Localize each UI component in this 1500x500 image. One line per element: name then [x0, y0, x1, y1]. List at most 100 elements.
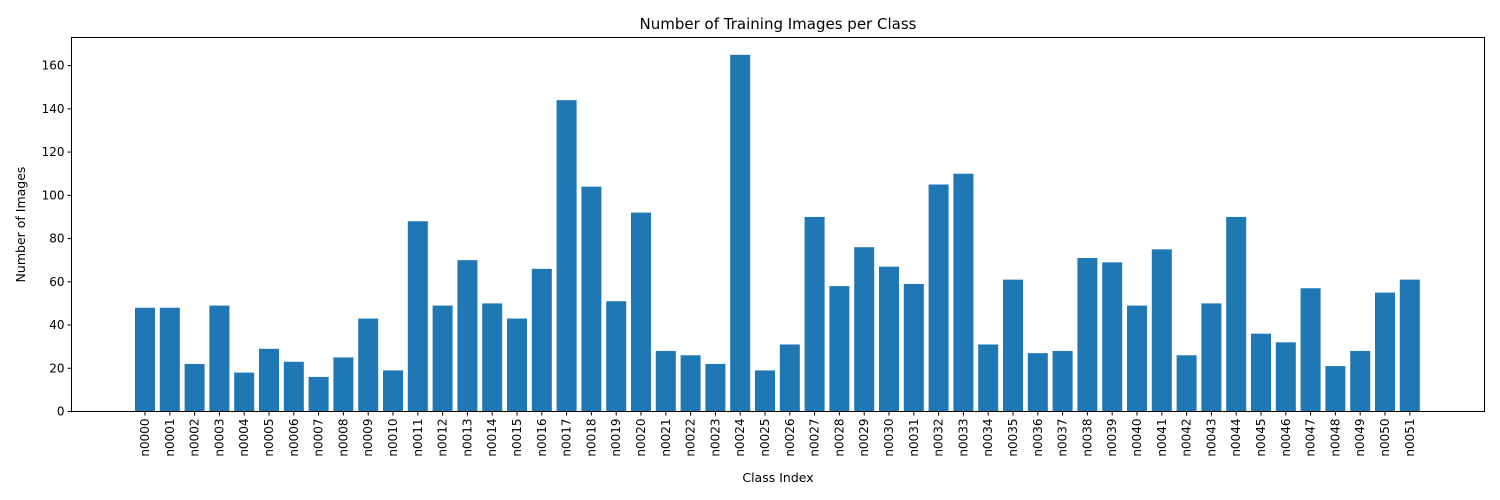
bar-n0045: [1251, 333, 1271, 412]
x-tick-label: n0019: [609, 419, 623, 457]
x-tick-label: n0040: [1130, 419, 1144, 457]
x-tick-label: n0013: [460, 419, 474, 457]
bar-n0031: [903, 283, 924, 412]
bar-n0040: [1127, 305, 1147, 412]
y-axis: 0 20 40 60 80 100 120 140 160: [42, 59, 72, 419]
x-tick-label: n0032: [932, 419, 946, 457]
bar-n0016: [531, 268, 552, 412]
y-tick-label: 40: [49, 318, 64, 332]
bar-n0026: [779, 344, 800, 412]
y-axis-label: Number of Images: [13, 167, 28, 283]
x-tick-label: n0018: [584, 419, 598, 457]
x-tick-label: n0008: [336, 419, 350, 457]
x-tick-label: n0009: [361, 419, 375, 457]
bar-n0009: [358, 318, 379, 412]
bar-n0007: [308, 376, 329, 412]
x-tick-label: n0010: [386, 419, 400, 457]
bar-n0035: [1003, 279, 1023, 412]
bar-n0030: [879, 266, 899, 412]
y-tick-label: 80: [49, 232, 64, 246]
x-tick-label: n0004: [237, 419, 251, 457]
x-axis: n0000 n0001 n0002 n0003 n0004 n0005 n0006 n0007…: [138, 411, 1417, 457]
chart-title: Number of Training Images per Class: [640, 15, 917, 33]
bar-n0000: [135, 307, 155, 412]
x-tick-label: n0049: [1353, 419, 1367, 457]
x-tick-label: n0041: [1155, 419, 1169, 457]
bar-n0033: [953, 173, 974, 412]
x-tick-label: n0026: [783, 419, 797, 457]
x-tick-label: n0028: [832, 419, 846, 457]
x-tick-label: n0027: [808, 419, 822, 457]
bar-n0010: [383, 370, 403, 412]
x-tick-label: n0050: [1378, 419, 1392, 457]
y-tick-label: 140: [42, 102, 65, 116]
y-tick-label: 160: [42, 59, 65, 73]
x-tick-label: n0034: [981, 418, 995, 456]
bar-n0021: [655, 350, 676, 412]
x-tick-label: n0036: [1031, 419, 1045, 457]
bar-n0020: [631, 212, 651, 412]
x-tick-label: n0047: [1304, 419, 1318, 457]
bar-n0024: [730, 54, 751, 412]
x-tick-label: n0035: [1006, 419, 1020, 457]
x-tick-label: n0002: [188, 419, 202, 457]
bar-n0011: [407, 221, 428, 412]
x-tick-label: n0038: [1080, 419, 1094, 457]
x-tick-label: n0025: [758, 419, 772, 457]
bar-n0048: [1325, 366, 1346, 412]
bar-n0002: [184, 363, 205, 412]
bar-n0041: [1151, 249, 1172, 412]
x-tick-label: n0011: [411, 419, 425, 457]
x-tick-label: n0045: [1254, 419, 1268, 457]
x-tick-label: n0029: [857, 419, 871, 457]
x-tick-label: n0046: [1279, 419, 1293, 457]
bar-n0003: [209, 305, 230, 412]
x-tick-label: n0020: [634, 419, 648, 457]
x-tick-label: n0022: [684, 419, 698, 457]
x-tick-label: n0033: [956, 419, 970, 457]
x-tick-label: n0043: [1204, 419, 1218, 457]
x-tick-label: n0030: [882, 419, 896, 457]
x-tick-label: n0017: [560, 419, 574, 457]
x-tick-label: n0007: [312, 419, 326, 457]
bar-n0017: [556, 100, 577, 412]
bar-n0013: [457, 260, 478, 412]
bar-n0051: [1399, 279, 1420, 412]
x-tick-label: n0014: [485, 419, 499, 457]
bar-n0015: [507, 318, 527, 412]
y-tick-label: 20: [49, 361, 64, 375]
bar-n0046: [1275, 342, 1296, 412]
x-tick-label: n0024: [733, 419, 747, 457]
bar-n0018: [581, 186, 602, 412]
bars-group: [135, 54, 1420, 412]
x-tick-label: n0051: [1403, 419, 1417, 457]
bar-n0036: [1027, 353, 1048, 412]
bar-n0019: [606, 301, 627, 412]
x-axis-label: Class Index: [742, 470, 813, 485]
bar-n0050: [1375, 292, 1395, 412]
x-tick-label: n0044: [1229, 419, 1243, 457]
x-tick-label: n0039: [1105, 419, 1119, 457]
bar-n0039: [1102, 262, 1123, 412]
bar-n0012: [432, 305, 453, 412]
x-tick-label: n0016: [535, 419, 549, 457]
bar-n0006: [283, 361, 304, 412]
y-tick-label: 120: [42, 145, 65, 159]
bar-n0022: [680, 355, 701, 412]
bar-n0038: [1077, 258, 1098, 412]
bar-n0044: [1226, 216, 1247, 412]
x-tick-label: n0048: [1328, 419, 1342, 457]
bar-n0023: [705, 363, 726, 412]
bar-n0008: [333, 357, 354, 412]
bar-n0042: [1176, 355, 1197, 412]
bar-n0025: [755, 370, 775, 412]
bar-n0049: [1350, 350, 1371, 412]
y-tick-label: 60: [49, 275, 64, 289]
x-tick-label: n0006: [287, 419, 301, 457]
x-tick-label: n0012: [436, 419, 450, 457]
bar-n0034: [978, 344, 999, 412]
bar-n0032: [928, 184, 949, 412]
plot-frame: [71, 37, 1485, 412]
x-tick-label: n0005: [262, 419, 276, 457]
